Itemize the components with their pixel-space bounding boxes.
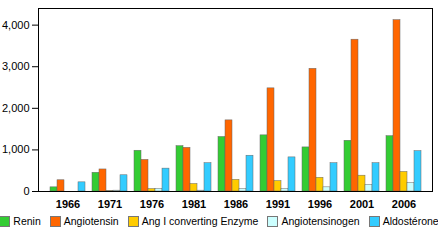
svg-text:1981: 1981 [182, 198, 206, 210]
svg-text:3,000: 3,000 [2, 60, 30, 72]
svg-text:1976: 1976 [140, 198, 164, 210]
svg-text:2001: 2001 [350, 198, 374, 210]
svg-text:0: 0 [23, 185, 29, 197]
html-text:Renin: Renin [13, 215, 41, 227]
svg-text:1996: 1996 [308, 198, 332, 210]
svg-text:2006: 2006 [392, 198, 416, 210]
html-text:Ang I converting Enzyme: Ang I converting Enzyme [141, 215, 259, 227]
svg-text:2,000: 2,000 [2, 102, 30, 114]
svg-text:1991: 1991 [266, 198, 290, 210]
svg-text:4,000: 4,000 [2, 19, 30, 31]
svg-text:1986: 1986 [224, 198, 248, 210]
svg-text:1966: 1966 [56, 198, 80, 210]
html-text:Angiotensinogen: Angiotensinogen [281, 215, 360, 227]
svg-text:1,000: 1,000 [2, 143, 30, 155]
html-text:Angiotensin: Angiotensin [63, 215, 119, 227]
html-text:Aldostérone: Aldostérone [382, 215, 438, 227]
svg-text:1971: 1971 [98, 198, 122, 210]
